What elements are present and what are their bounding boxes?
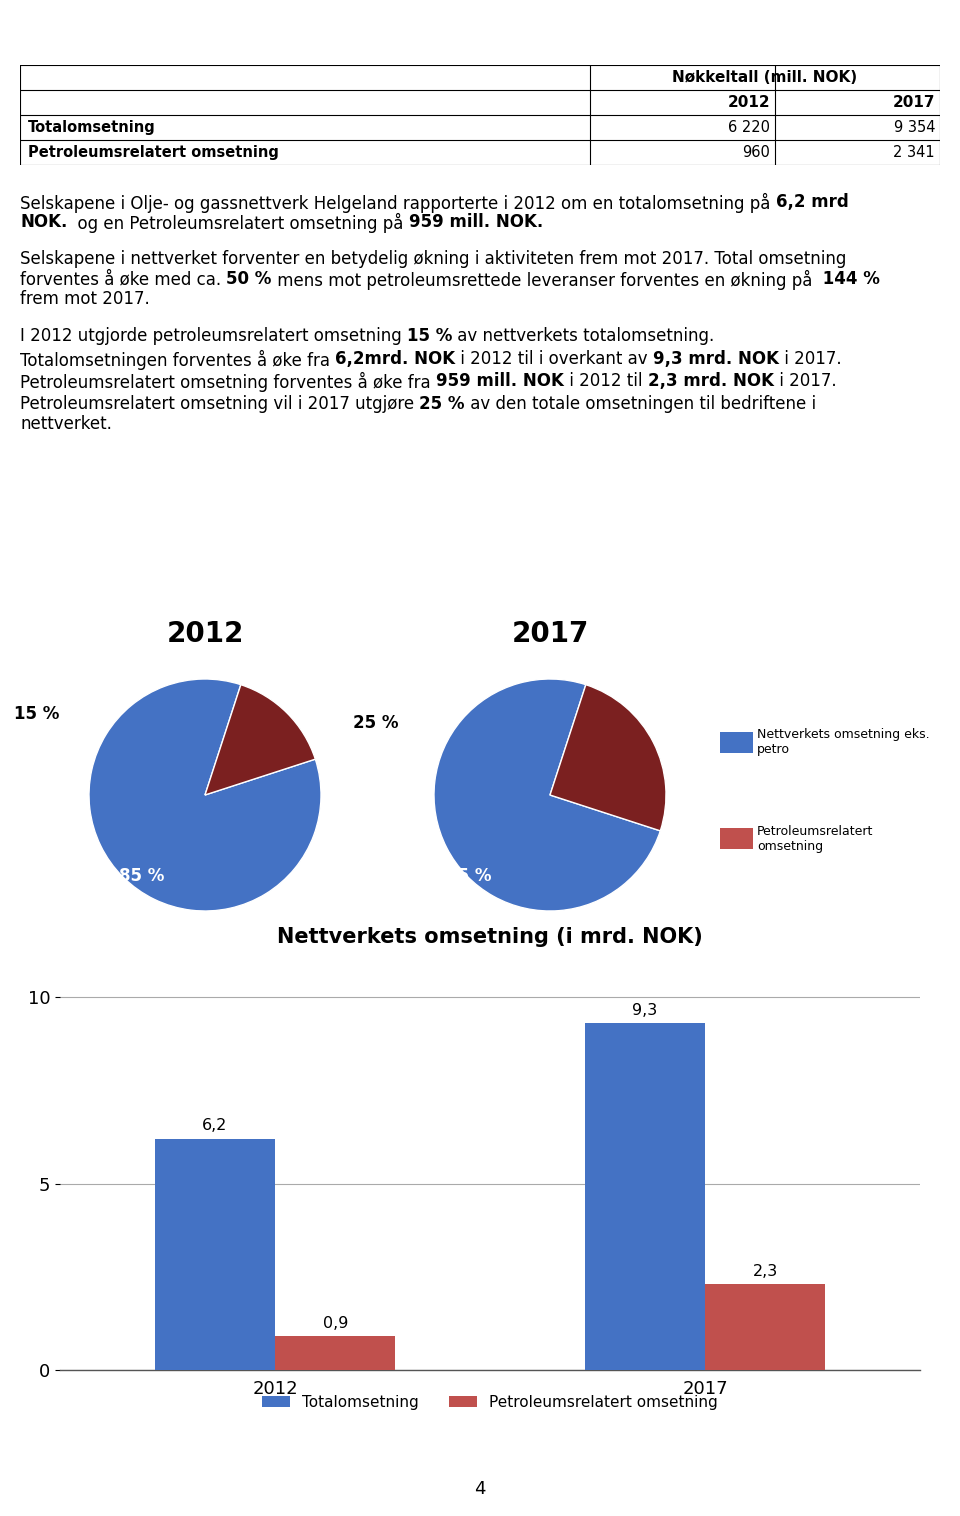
Text: 2012: 2012 bbox=[728, 96, 770, 111]
Wedge shape bbox=[550, 685, 666, 831]
Text: frem mot 2017.: frem mot 2017. bbox=[20, 290, 150, 308]
Text: 9 354: 9 354 bbox=[894, 120, 935, 135]
Text: 2,3: 2,3 bbox=[753, 1264, 778, 1278]
Text: 6,2: 6,2 bbox=[203, 1119, 228, 1134]
Title: 2017: 2017 bbox=[512, 620, 588, 647]
Text: NOK.: NOK. bbox=[20, 214, 67, 230]
Text: 75 %: 75 % bbox=[446, 867, 492, 885]
Wedge shape bbox=[205, 685, 315, 794]
Wedge shape bbox=[434, 679, 660, 911]
Text: Omsetning: Omsetning bbox=[12, 8, 190, 35]
Text: 2,3 mrd. NOK: 2,3 mrd. NOK bbox=[647, 371, 774, 390]
Text: Nøkkeltall (mill. NOK): Nøkkeltall (mill. NOK) bbox=[672, 70, 857, 85]
Text: av den totale omsetningen til bedriftene i: av den totale omsetningen til bedriftene… bbox=[465, 396, 816, 412]
Wedge shape bbox=[89, 679, 321, 911]
Title: Nettverkets omsetning (i mrd. NOK): Nettverkets omsetning (i mrd. NOK) bbox=[277, 928, 703, 948]
Text: 2017: 2017 bbox=[893, 96, 935, 111]
Bar bbox=[720, 732, 753, 753]
Text: og en Petroleumsrelatert omsetning på: og en Petroleumsrelatert omsetning på bbox=[67, 214, 409, 233]
Bar bbox=[585, 1023, 705, 1370]
Text: 25 %: 25 % bbox=[353, 714, 398, 732]
Text: Petroleumsrelatert
omsetning: Petroleumsrelatert omsetning bbox=[756, 825, 874, 852]
Text: 144 %: 144 % bbox=[817, 270, 880, 288]
Text: Totalomsetning: Totalomsetning bbox=[28, 120, 156, 135]
Text: 959 mill. NOK.: 959 mill. NOK. bbox=[409, 214, 543, 230]
Text: I 2012 utgjorde petroleumsrelatert omsetning: I 2012 utgjorde petroleumsrelatert omset… bbox=[20, 327, 407, 346]
Bar bbox=[720, 828, 753, 849]
Text: 25 %: 25 % bbox=[420, 396, 465, 412]
Text: 6,2mrd. NOK: 6,2mrd. NOK bbox=[335, 350, 455, 368]
Bar bbox=[275, 1337, 396, 1370]
Text: i 2017.: i 2017. bbox=[780, 350, 842, 368]
Text: 960: 960 bbox=[742, 146, 770, 161]
Text: 85 %: 85 % bbox=[118, 867, 164, 885]
Text: Nettverkets omsetning eks.
petro: Nettverkets omsetning eks. petro bbox=[756, 728, 929, 756]
Text: 9,3: 9,3 bbox=[633, 1002, 658, 1017]
Text: Totalomsetningen forventes å øke fra: Totalomsetningen forventes å øke fra bbox=[20, 350, 335, 370]
Text: 6 220: 6 220 bbox=[728, 120, 770, 135]
Text: Selskapene i nettverket forventer en betydelig økning i aktiviteten frem mot 201: Selskapene i nettverket forventer en bet… bbox=[20, 250, 847, 268]
Text: 50 %: 50 % bbox=[227, 270, 272, 288]
Text: Petroleumsrelatert omsetning vil i 2017 utgjøre: Petroleumsrelatert omsetning vil i 2017 … bbox=[20, 396, 420, 412]
Bar bbox=[155, 1139, 275, 1370]
Text: av nettverkets totalomsetning.: av nettverkets totalomsetning. bbox=[452, 327, 714, 346]
Text: i 2012 til i overkant av: i 2012 til i overkant av bbox=[455, 350, 653, 368]
Legend: Totalomsetning, Petroleumsrelatert omsetning: Totalomsetning, Petroleumsrelatert omset… bbox=[256, 1389, 724, 1416]
Text: mens mot petroleumsrettede leveranser forventes en økning på: mens mot petroleumsrettede leveranser fo… bbox=[272, 270, 817, 290]
Text: 15 %: 15 % bbox=[14, 705, 60, 723]
Text: 0,9: 0,9 bbox=[323, 1316, 348, 1331]
Text: 9,3 mrd. NOK: 9,3 mrd. NOK bbox=[653, 350, 780, 368]
Text: 6,2 mrd: 6,2 mrd bbox=[776, 193, 849, 211]
Text: 15 %: 15 % bbox=[407, 327, 452, 346]
Text: 2 341: 2 341 bbox=[894, 146, 935, 161]
Bar bbox=[705, 1284, 826, 1370]
Text: Selskapene i Olje- og gassnettverk Helgeland rapporterte i 2012 om en totalomset: Selskapene i Olje- og gassnettverk Helge… bbox=[20, 193, 776, 214]
Text: nettverket.: nettverket. bbox=[20, 415, 112, 434]
Text: forventes å øke med ca.: forventes å øke med ca. bbox=[20, 270, 227, 288]
Text: 4: 4 bbox=[474, 1480, 486, 1498]
Text: 959 mill. NOK: 959 mill. NOK bbox=[436, 371, 564, 390]
Text: i 2012 til: i 2012 til bbox=[564, 371, 647, 390]
Text: Petroleumsrelatert omsetning: Petroleumsrelatert omsetning bbox=[28, 146, 278, 161]
Text: Petroleumsrelatert omsetning forventes å øke fra: Petroleumsrelatert omsetning forventes å… bbox=[20, 371, 436, 393]
Title: 2012: 2012 bbox=[166, 620, 244, 647]
Text: i 2017.: i 2017. bbox=[774, 371, 836, 390]
